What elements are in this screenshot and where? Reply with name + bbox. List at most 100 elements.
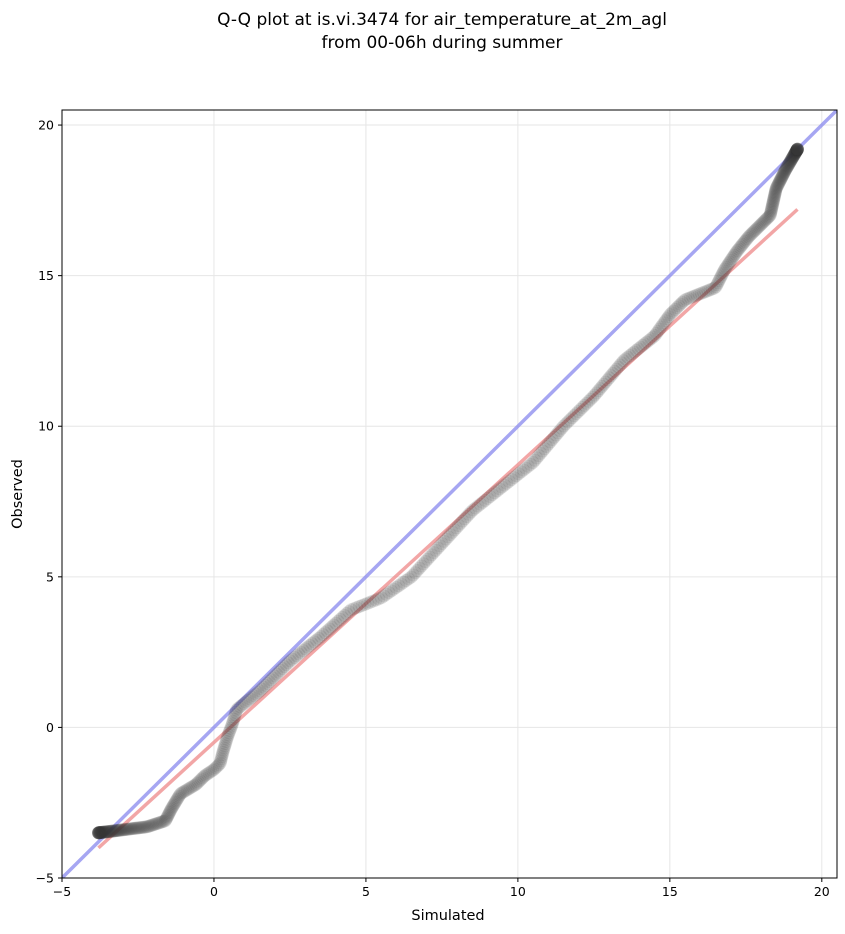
qq-point — [225, 719, 239, 733]
qq-point — [787, 148, 801, 162]
qq-point — [735, 237, 749, 251]
qq-point — [547, 430, 561, 444]
qq-point — [718, 262, 732, 276]
qq-point — [134, 821, 148, 835]
qq-point — [573, 402, 587, 416]
x-tick-label: 0 — [210, 884, 218, 899]
qq-point — [226, 715, 240, 729]
qq-point — [711, 276, 725, 290]
qq-point — [247, 689, 261, 703]
qq-point — [710, 278, 724, 292]
qq-point — [490, 484, 504, 498]
qq-point — [752, 220, 766, 234]
qq-point — [142, 819, 156, 833]
qq-point — [790, 142, 804, 156]
qq-point — [493, 482, 507, 496]
y-tick-label: 20 — [38, 118, 54, 133]
qq-point — [225, 717, 239, 731]
qq-point — [92, 826, 106, 840]
qq-point — [96, 825, 110, 839]
qq-point — [392, 579, 406, 593]
qq-point — [790, 144, 804, 158]
qq-point — [292, 647, 306, 661]
qq-point — [126, 822, 140, 836]
qq-point — [329, 616, 343, 630]
qq-point — [363, 595, 377, 609]
qq-point — [147, 818, 161, 832]
qq-point — [173, 788, 187, 802]
qq-point — [719, 260, 733, 274]
qq-point — [199, 768, 213, 782]
qq-point — [219, 735, 233, 748]
qq-point — [789, 144, 803, 158]
y-tick-label: 15 — [38, 268, 54, 283]
qq-point — [509, 469, 523, 483]
qq-point — [783, 155, 797, 169]
qq-point — [209, 761, 223, 775]
qq-point — [95, 825, 109, 839]
qq-point — [320, 624, 334, 638]
qq-point — [765, 202, 779, 216]
qq-point — [756, 215, 770, 229]
qq-point — [539, 439, 553, 453]
qq-point — [412, 561, 426, 575]
qq-point — [714, 270, 728, 284]
qq-point — [553, 423, 567, 437]
qq-point — [374, 591, 388, 605]
qq-point — [473, 497, 487, 511]
qq-point — [222, 726, 236, 740]
qq-point — [481, 491, 495, 505]
qq-point — [190, 776, 204, 790]
qq-point — [104, 824, 118, 838]
qq-point — [528, 453, 542, 467]
qq-point — [177, 785, 191, 799]
qq-point — [93, 826, 107, 840]
qq-point — [575, 400, 589, 414]
qq-point — [335, 610, 349, 624]
qq-point — [785, 151, 799, 165]
qq-point — [325, 620, 339, 634]
qq-point — [672, 299, 686, 313]
qq-point — [764, 204, 778, 218]
qq-point — [772, 176, 786, 190]
qq-point — [129, 821, 143, 835]
x-tick-label: 5 — [362, 884, 370, 899]
qq-point — [191, 775, 205, 789]
qq-point — [95, 825, 109, 839]
qq-point — [661, 310, 675, 324]
qq-point — [476, 495, 490, 509]
qq-point — [642, 333, 656, 347]
qq-point — [774, 172, 788, 186]
qq-point — [162, 806, 176, 820]
qq-point — [500, 476, 514, 490]
qq-point — [318, 626, 332, 640]
qq-point — [218, 737, 232, 751]
qq-point — [788, 147, 801, 161]
qq-point — [307, 635, 321, 649]
qq-point — [312, 631, 326, 645]
qq-point — [767, 192, 781, 206]
qq-point — [333, 612, 347, 626]
qq-point — [159, 813, 173, 827]
chart-title-line-2: from 00-06h during summer — [322, 33, 563, 53]
qq-point — [116, 823, 130, 837]
qq-point — [179, 784, 193, 798]
qq-point — [580, 396, 594, 410]
qq-point — [744, 227, 758, 241]
qq-point — [174, 786, 188, 800]
qq-point — [355, 598, 369, 612]
qq-point — [617, 354, 631, 368]
qq-point — [593, 382, 607, 396]
qq-point — [773, 174, 787, 188]
qq-point — [122, 822, 136, 836]
qq-point — [790, 143, 804, 157]
qq-point — [665, 306, 679, 320]
qq-point — [107, 824, 121, 838]
qq-point — [187, 779, 201, 793]
qq-point — [296, 644, 310, 658]
qq-point — [161, 808, 175, 822]
qq-point — [771, 179, 785, 193]
qq-point — [766, 198, 780, 212]
qq-point — [220, 732, 234, 746]
qq-point — [255, 682, 269, 696]
